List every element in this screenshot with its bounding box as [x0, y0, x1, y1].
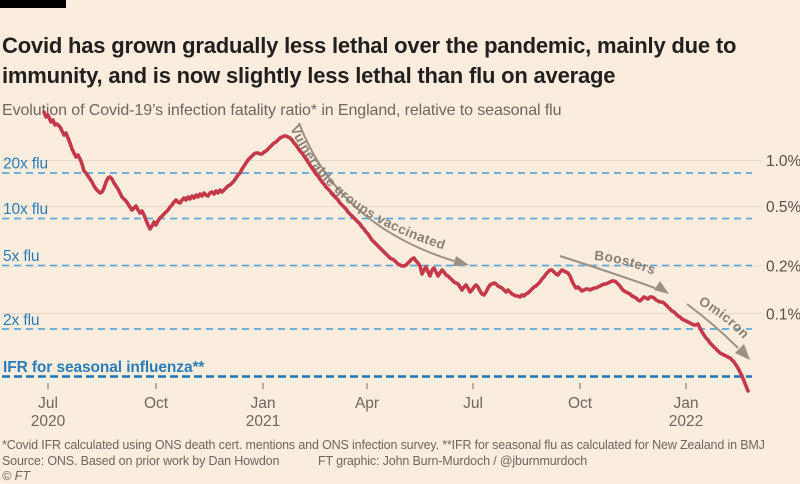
y-axis-left-label: 5x flu [3, 248, 39, 265]
x-axis-month-label: Oct [568, 395, 593, 412]
annotation-arrow-omicron [686, 303, 739, 349]
chart-subtitle: Evolution of Covid-19’s infection fatali… [2, 102, 562, 119]
x-axis-year-label: 2020 [31, 413, 66, 430]
annotation-arrowhead-vaccinated [453, 256, 469, 266]
x-axis-month-label: Jul [463, 395, 483, 412]
source-line: Source: ONS. Based on prior work by Dan … [2, 454, 800, 468]
y-axis-right-label: 0.5% [766, 199, 800, 216]
y-axis-right-label: 0.1% [766, 307, 800, 324]
credit-text: FT graphic: John Burn-Murdoch / @jburnmu… [318, 454, 588, 468]
annotation-label-boosters: Boosters [594, 248, 658, 278]
x-axis-month-label: Apr [355, 395, 379, 412]
x-axis-month-label: Jan [674, 395, 699, 412]
ft-copyright: © FT [2, 469, 30, 483]
annotation-arrow-vaccinated [298, 122, 455, 262]
y-axis-left-label: IFR for seasonal influenza** [3, 359, 205, 376]
y-axis-left-label: 10x flu [3, 201, 48, 218]
y-axis-right-label: 0.2% [766, 259, 800, 276]
x-axis-year-label: 2021 [246, 413, 280, 430]
y-axis-right-label: 1.0% [766, 153, 800, 170]
x-axis-year-label: 2022 [669, 413, 703, 430]
x-axis-month-label: Jan [251, 395, 276, 412]
chart-footnote: *Covid IFR calculated using ONS death ce… [2, 438, 765, 452]
y-axis-left-label: 2x flu [3, 312, 39, 329]
chart-title-line2: immunity, and is now slightly less letha… [2, 62, 616, 88]
annotation-arrowhead-boosters [654, 281, 669, 294]
chart-title-line1: Covid has grown gradually less lethal ov… [2, 32, 737, 58]
source-text: Source: ONS. Based on prior work by Dan … [2, 454, 280, 468]
x-axis-month-label: Oct [144, 395, 169, 412]
covid-ifr-line [42, 110, 750, 393]
annotation-arrow-boosters [559, 255, 656, 289]
ft-top-bar [0, 0, 66, 8]
y-axis-left-label: 20x flu [3, 156, 48, 173]
chart-title: Covid has grown gradually less lethal ov… [2, 31, 782, 91]
annotation-arrowhead-omicron [735, 344, 750, 360]
x-axis-month-label: Jul [38, 395, 58, 412]
